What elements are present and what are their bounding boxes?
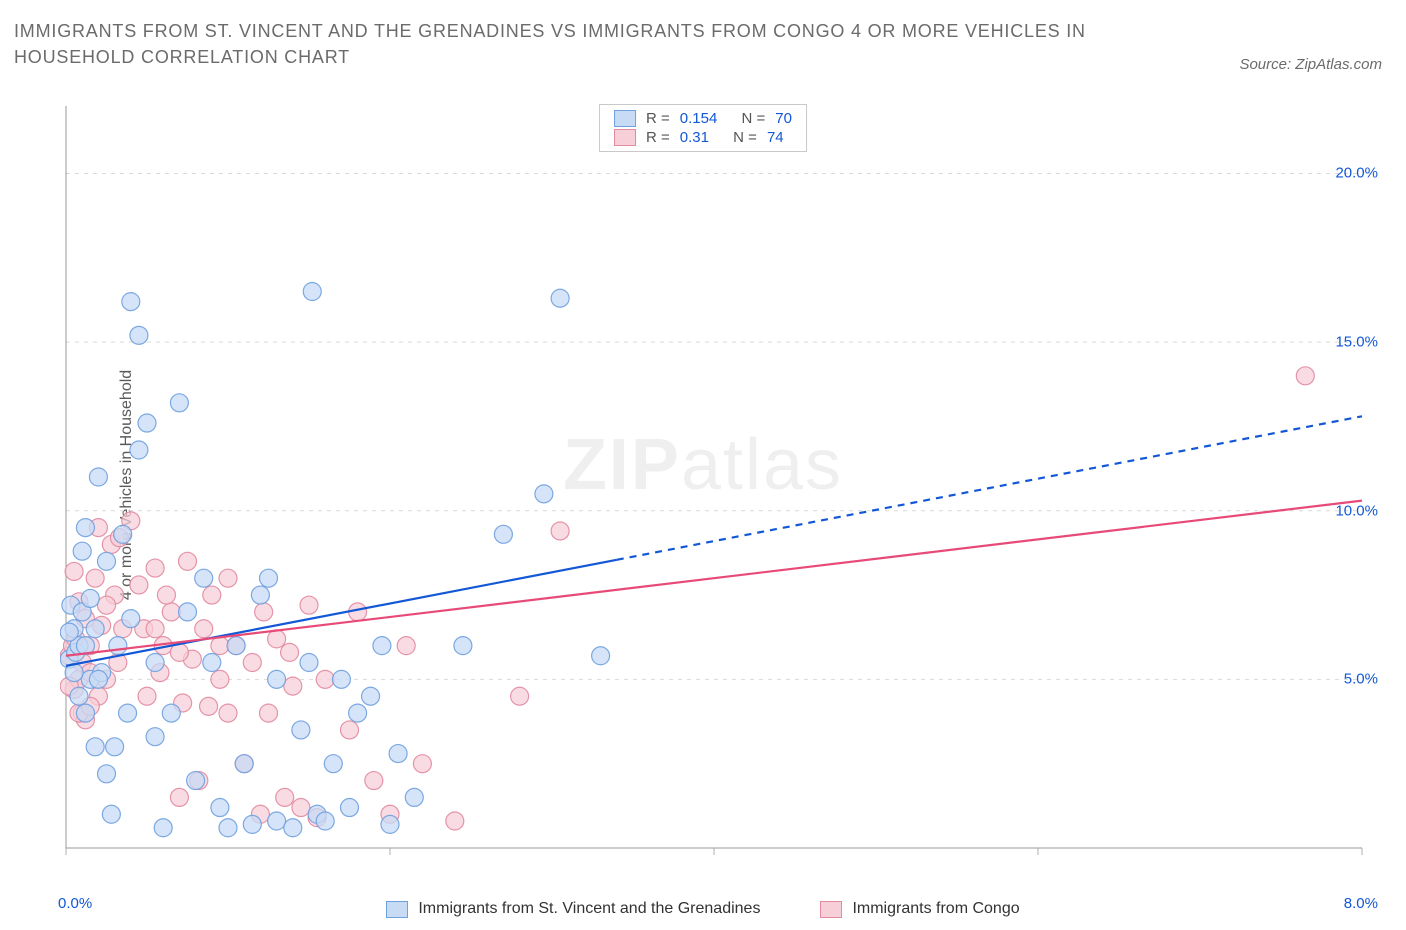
source-label: Source: ZipAtlas.com [1239,56,1382,73]
legend-label-2: Immigrants from Congo [852,900,1019,918]
legend-item-2: Immigrants from Congo [820,900,1019,918]
scatter-plot [60,100,1380,870]
n-label: N = [733,129,757,146]
swatch-series-1 [614,110,636,127]
y-tick-label: 5.0% [1344,671,1378,688]
y-tick-label: 15.0% [1335,334,1378,351]
r-value-1: 0.154 [680,110,718,127]
swatch-series-1b [386,901,408,918]
x-tick-last: 8.0% [1344,895,1378,912]
y-tick-label: 10.0% [1335,502,1378,519]
chart-title: IMMIGRANTS FROM ST. VINCENT AND THE GREN… [14,18,1206,70]
r-label: R = [646,110,670,127]
legend-series: Immigrants from St. Vincent and the Gren… [0,900,1406,918]
n-label: N = [742,110,766,127]
r-label: R = [646,129,670,146]
n-value-1: 70 [775,110,792,127]
legend-label-1: Immigrants from St. Vincent and the Gren… [418,900,760,918]
swatch-series-2b [820,901,842,918]
legend-stats-row-1: R = 0.154 N = 70 [614,109,792,128]
n-value-2: 74 [767,129,784,146]
x-tick-first: 0.0% [58,895,92,912]
r-value-2: 0.31 [680,129,709,146]
y-tick-label: 20.0% [1335,165,1378,182]
legend-stats-row-2: R = 0.31 N = 74 [614,128,792,147]
swatch-series-2 [614,129,636,146]
legend-item-1: Immigrants from St. Vincent and the Gren… [386,900,760,918]
legend-stats: R = 0.154 N = 70 R = 0.31 N = 74 [599,104,807,152]
